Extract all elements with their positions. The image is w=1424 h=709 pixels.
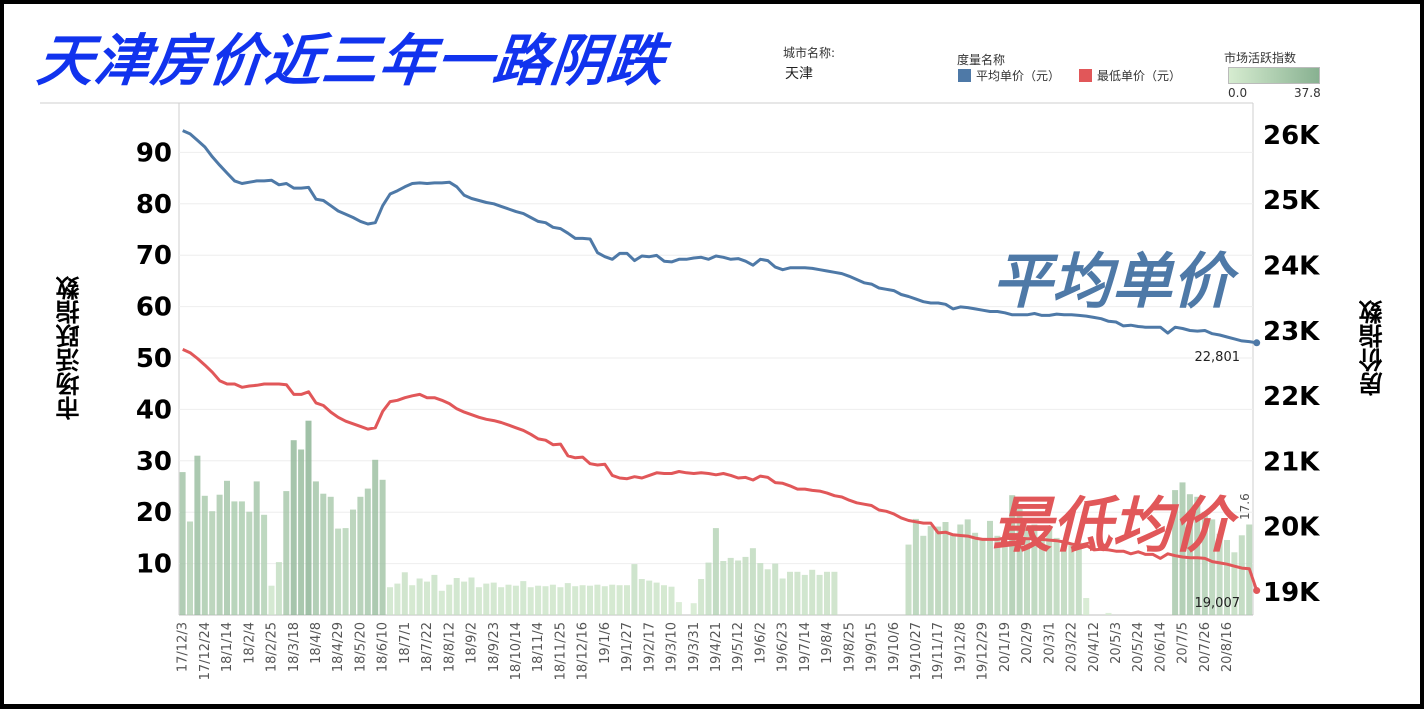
svg-text:19/5/12: 19/5/12 <box>731 622 746 672</box>
legend-label-avg-price: 平均单价（元） <box>976 69 1061 83</box>
svg-text:18/3/18: 18/3/18 <box>287 622 302 672</box>
activity-color-gradient <box>1228 67 1320 84</box>
svg-text:19/8/4: 19/8/4 <box>820 622 835 664</box>
svg-text:50: 50 <box>136 344 172 374</box>
activity-legend-max: 37.8 <box>1294 86 1321 100</box>
svg-text:18/8/12: 18/8/12 <box>442 622 457 672</box>
price-lines <box>182 129 1261 595</box>
min-price-annotation: 最低均价 <box>992 491 1240 561</box>
svg-text:40: 40 <box>136 395 172 425</box>
svg-text:18/9/23: 18/9/23 <box>487 622 502 672</box>
svg-text:19/12/29: 19/12/29 <box>976 622 991 680</box>
svg-text:19/1/27: 19/1/27 <box>620 622 635 672</box>
svg-text:20: 20 <box>136 498 172 528</box>
svg-text:20/6/14: 20/6/14 <box>1153 622 1168 672</box>
svg-text:20/1/19: 20/1/19 <box>998 622 1013 672</box>
svg-text:18/12/16: 18/12/16 <box>576 622 591 680</box>
svg-text:20/4/12: 20/4/12 <box>1087 622 1102 672</box>
svg-text:19/3/10: 19/3/10 <box>665 622 680 672</box>
svg-text:18/7/1: 18/7/1 <box>398 622 413 664</box>
svg-text:18/11/25: 18/11/25 <box>553 622 568 680</box>
svg-text:18/6/10: 18/6/10 <box>376 622 391 672</box>
x-axis-labels: 17/12/3 17/12/24 18/1/14 18/2/4 18/2/25 18/3/… <box>176 622 1235 680</box>
svg-text:18/10/14: 18/10/14 <box>509 622 524 680</box>
svg-text:19/10/6: 19/10/6 <box>887 622 902 672</box>
svg-text:20/2/9: 20/2/9 <box>1020 622 1035 664</box>
svg-text:19K: 19K <box>1263 578 1320 608</box>
svg-text:23K: 23K <box>1263 317 1320 347</box>
svg-text:20/8/16: 20/8/16 <box>1220 622 1235 672</box>
legend-swatch-avg-price <box>958 69 971 82</box>
svg-text:18/2/4: 18/2/4 <box>242 622 257 664</box>
svg-text:60: 60 <box>136 293 172 323</box>
svg-text:20/5/3: 20/5/3 <box>1109 622 1124 664</box>
svg-text:18/4/8: 18/4/8 <box>309 622 324 664</box>
svg-text:30: 30 <box>136 447 172 477</box>
bar-last-value: 17.6 <box>1238 493 1252 520</box>
svg-text:70: 70 <box>136 241 172 271</box>
svg-text:19/9/15: 19/9/15 <box>865 622 880 672</box>
svg-text:19/6/2: 19/6/2 <box>753 622 768 664</box>
svg-text:21K: 21K <box>1263 447 1320 477</box>
min-last-value: 19,007 <box>1195 596 1241 611</box>
svg-text:19/8/25: 19/8/25 <box>842 622 857 672</box>
svg-text:18/4/29: 18/4/29 <box>331 622 346 672</box>
svg-text:19/11/17: 19/11/17 <box>931 622 946 680</box>
svg-text:18/7/22: 18/7/22 <box>420 622 435 672</box>
activity-legend-min: 0.0 <box>1228 86 1248 100</box>
svg-text:19/4/21: 19/4/21 <box>709 622 724 672</box>
svg-text:19/10/27: 19/10/27 <box>909 622 924 680</box>
legend-item-min-price[interactable]: 最低单价（元） <box>1079 67 1181 84</box>
svg-text:19/1/6: 19/1/6 <box>598 622 613 664</box>
svg-text:26K: 26K <box>1263 121 1320 151</box>
svg-text:19/2/17: 19/2/17 <box>642 622 657 672</box>
activity-bars <box>179 420 1253 615</box>
legend-item-avg-price[interactable]: 平均单价（元） <box>958 67 1060 84</box>
activity-legend-title: 市场活跃指数 <box>1224 51 1297 65</box>
svg-text:90: 90 <box>136 138 172 168</box>
avg-price-annotation: 平均单价 <box>992 247 1240 317</box>
legend-label-min-price: 最低单价（元） <box>1097 69 1182 83</box>
svg-text:17/12/24: 17/12/24 <box>198 622 213 680</box>
svg-text:24K: 24K <box>1263 252 1320 282</box>
avg-last-value: 22,801 <box>1195 350 1241 365</box>
svg-text:18/1/14: 18/1/14 <box>220 622 235 672</box>
svg-text:18/9/2: 18/9/2 <box>465 622 480 664</box>
svg-text:17/12/3: 17/12/3 <box>176 622 191 672</box>
svg-text:20/5/24: 20/5/24 <box>1131 622 1146 672</box>
svg-text:18/5/20: 18/5/20 <box>353 622 368 672</box>
svg-text:19/6/23: 19/6/23 <box>776 622 791 672</box>
city-filter-label: 城市名称: <box>783 46 836 60</box>
svg-text:20/7/26: 20/7/26 <box>1198 622 1213 672</box>
svg-text:20/3/22: 20/3/22 <box>1065 622 1080 672</box>
svg-text:18/11/4: 18/11/4 <box>531 622 546 672</box>
svg-text:25K: 25K <box>1263 186 1320 216</box>
svg-text:20K: 20K <box>1263 513 1320 543</box>
legend-swatch-min-price <box>1079 69 1092 82</box>
measure-legend-title: 度量名称 <box>957 53 1006 67</box>
axes: 10 20 30 40 50 60 70 80 90 19K 20K 21K 22K 23K 24K 25K 2… <box>136 121 1320 608</box>
svg-text:20/7/5: 20/7/5 <box>1176 622 1191 664</box>
svg-text:19/12/8: 19/12/8 <box>953 622 968 672</box>
svg-text:22K: 22K <box>1263 382 1320 412</box>
city-filter-value[interactable]: 天津 <box>785 66 813 82</box>
svg-text:20/3/1: 20/3/1 <box>1042 622 1057 664</box>
svg-text:18/2/25: 18/2/25 <box>265 622 280 672</box>
svg-text:19/7/14: 19/7/14 <box>798 622 813 672</box>
svg-text:19/3/31: 19/3/31 <box>687 622 702 672</box>
svg-text:80: 80 <box>136 190 172 220</box>
svg-text:10: 10 <box>136 550 172 580</box>
